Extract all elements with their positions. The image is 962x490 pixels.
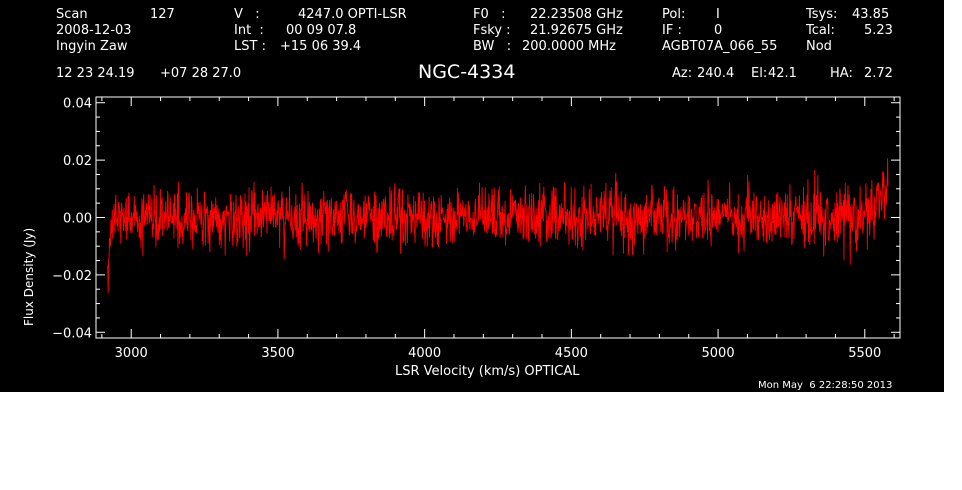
tsys-label: Tsys: xyxy=(806,7,838,22)
source-name: NGC-4334 xyxy=(418,61,516,83)
y-tick-label: −0.04 xyxy=(52,326,92,341)
azimuth-label: Az: xyxy=(672,66,693,81)
if-label: IF : xyxy=(662,23,682,38)
hour-angle-label: HA: xyxy=(830,66,853,81)
x-tick-label: 4000 xyxy=(408,346,441,361)
y-tick-label: 0.02 xyxy=(63,154,92,169)
project-id: AGBT07A_066_55 xyxy=(662,39,778,54)
f0-label: F0 : xyxy=(473,7,506,22)
x-tick-label: 3000 xyxy=(115,346,148,361)
lst-label: LST : xyxy=(234,39,266,54)
x-tick-label: 3500 xyxy=(261,346,294,361)
fsky-label: Fsky : xyxy=(473,23,511,38)
obs-mode: Nod xyxy=(806,39,832,54)
fsky-value: 21.92675 GHz xyxy=(530,23,623,38)
y-tick-label: 0.04 xyxy=(63,97,92,112)
observer-name: Ingyin Zaw xyxy=(56,39,128,54)
integration-value: 00 09 07.8 xyxy=(286,23,357,38)
plot-timestamp: Mon May 6 22:28:50 2013 xyxy=(758,380,893,391)
integration-label: Int : xyxy=(234,23,264,38)
elevation-label: El: xyxy=(751,66,768,81)
spectrum-series-0 xyxy=(107,158,889,293)
scan-value: 127 xyxy=(150,7,175,22)
x-tick-label: 5500 xyxy=(848,346,881,361)
azimuth-value: 240.4 xyxy=(697,66,735,81)
bandwidth-label: BW : xyxy=(473,39,512,54)
pol-label: Pol: xyxy=(662,7,686,22)
scan-label: Scan xyxy=(56,7,88,22)
bandwidth-value: 200.0000 MHz xyxy=(522,39,616,54)
plot-panel: Scan 127 2008-12-03 Ingyin Zaw V : 4247.… xyxy=(0,0,944,392)
if-value: 0 xyxy=(714,23,723,38)
tcal-value: 5.23 xyxy=(864,23,893,38)
declination: +07 28 27.0 xyxy=(160,66,242,81)
velocity-label: V : xyxy=(234,7,260,22)
obs-date: 2008-12-03 xyxy=(56,23,132,38)
x-axis-label: LSR Velocity (km/s) OPTICAL xyxy=(395,364,580,379)
pol-value: I xyxy=(716,7,720,22)
tsys-value: 43.85 xyxy=(852,7,890,22)
spectrum-chart: 3000 3500 4000 4500 5000 5500 −0.04 −0.02 0.00 0.… xyxy=(52,96,901,361)
y-tick-label: 0.00 xyxy=(63,212,92,227)
velocity-value: 4247.0 OPTI-LSR xyxy=(298,7,407,22)
lst-value: +15 06 39.4 xyxy=(280,39,362,54)
elevation-value: 42.1 xyxy=(768,66,797,81)
tcal-label: Tcal: xyxy=(806,23,835,38)
hour-angle-value: 2.72 xyxy=(864,66,893,81)
f0-value: 22.23508 GHz xyxy=(530,7,623,22)
x-tick-label: 5000 xyxy=(702,346,735,361)
right-ascension: 12 23 24.19 xyxy=(56,66,135,81)
x-tick-label: 4500 xyxy=(555,346,588,361)
y-tick-label: −0.02 xyxy=(52,269,92,284)
